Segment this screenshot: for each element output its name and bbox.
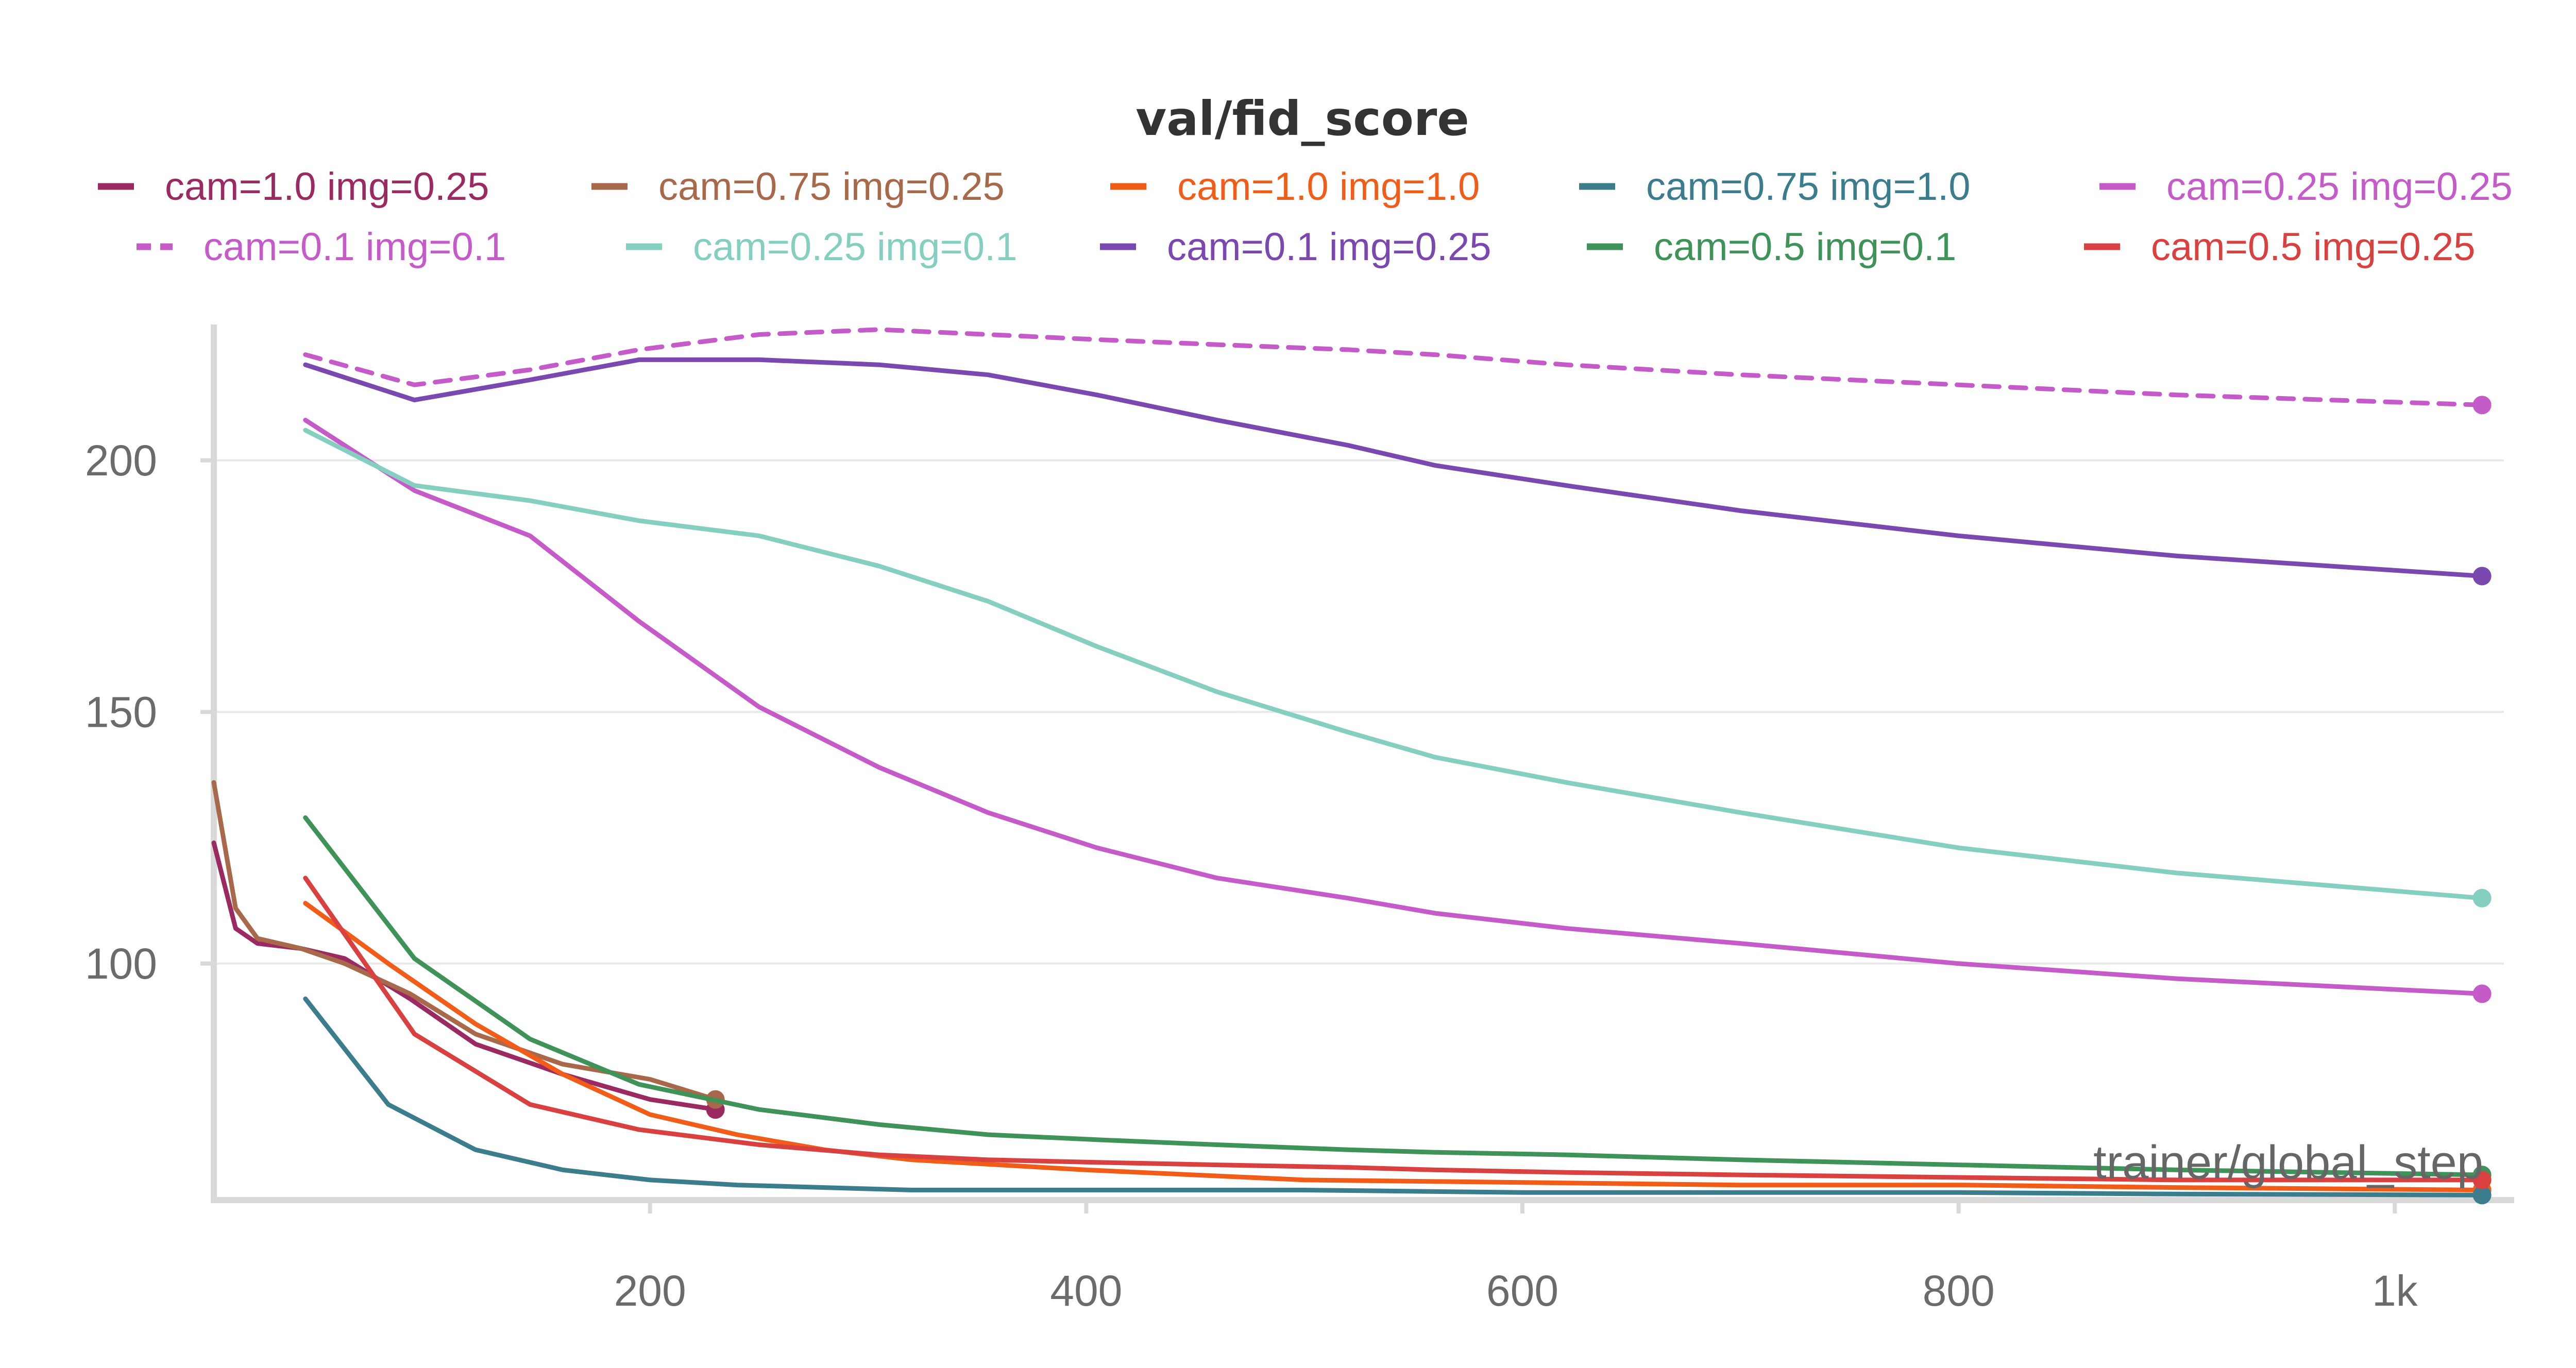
series-end-marker-4	[2472, 984, 2492, 1003]
legend-label-5: cam=0.1 img=0.1	[204, 225, 506, 269]
series-line-6	[303, 427, 2485, 901]
legend-label-6: cam=0.25 img=0.1	[693, 225, 1018, 269]
legend-label-7: cam=0.1 img=0.25	[1167, 225, 1492, 269]
series-line-2	[303, 901, 2485, 1192]
series-line-9	[303, 876, 2485, 1183]
tick-labels: 200 400 600 800 1k 100 150 200	[85, 436, 2418, 1315]
y-tick-label: 100	[85, 939, 157, 988]
legend-label-8: cam=0.5 img=0.1	[1654, 225, 1956, 269]
legend-label-0: cam=1.0 img=0.25	[165, 165, 489, 209]
series-line-4	[303, 418, 2485, 996]
series-end-marker-5	[2472, 396, 2492, 415]
series-lines	[211, 327, 2492, 1205]
series-end-marker-3	[2472, 1186, 2492, 1205]
y-tick-label: 150	[85, 688, 157, 736]
chart-title: val/fid_score	[1136, 91, 1469, 146]
series-line-5	[303, 327, 2485, 407]
x-tick-label: 1k	[2372, 1267, 2418, 1315]
axes	[211, 324, 2514, 1203]
legend-label-2: cam=1.0 img=1.0	[1177, 165, 1480, 209]
legend-label-1: cam=0.75 img=0.25	[658, 165, 1005, 209]
series-line-1	[211, 780, 718, 1102]
legend-label-3: cam=0.75 img=1.0	[1646, 165, 1971, 209]
x-tick-label: 600	[1486, 1267, 1558, 1315]
series-end-marker-9	[2472, 1170, 2492, 1189]
legend-label-4: cam=0.25 img=0.25	[2166, 165, 2513, 209]
gridlines	[214, 459, 2504, 965]
series-line-8	[303, 815, 2485, 1177]
legend-label-9: cam=0.5 img=0.25	[2151, 225, 2476, 269]
x-axis-label: trainer/global_step	[2093, 1136, 2483, 1189]
series-line-0	[211, 840, 718, 1112]
legend: cam=1.0 img=0.25 cam=0.75 img=0.25 cam=1.0…	[98, 165, 2513, 269]
y-tick-label: 200	[85, 436, 157, 485]
series-end-marker-7	[2472, 567, 2492, 586]
series-line-7	[303, 357, 2485, 578]
x-tick-label: 200	[614, 1267, 686, 1315]
x-tick-label: 400	[1050, 1267, 1122, 1315]
x-tick-label: 800	[1923, 1267, 1995, 1315]
series-line-3	[303, 996, 2485, 1198]
series-end-marker-6	[2472, 888, 2492, 908]
